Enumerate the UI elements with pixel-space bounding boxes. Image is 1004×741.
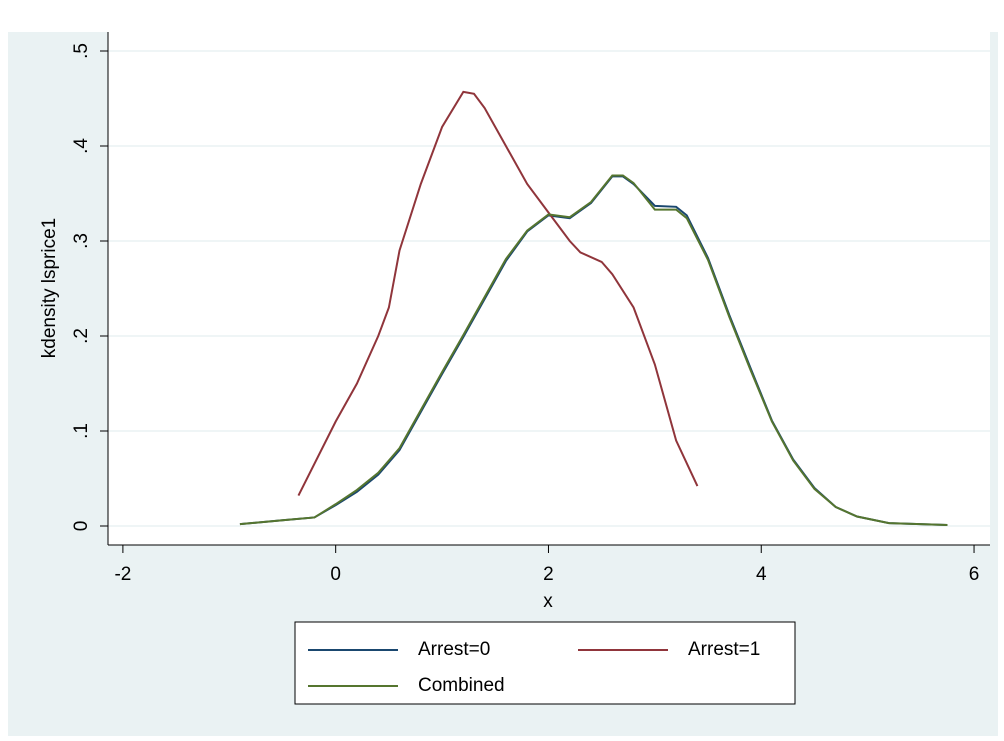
y-axis-label: kdensity lsprice1 <box>39 218 60 358</box>
density-line <box>297 90 699 497</box>
x-tick-label: 0 <box>330 564 341 585</box>
x-tick-label: 6 <box>969 564 980 585</box>
legend-label: Arrest=1 <box>688 639 760 660</box>
x-axis-label: x <box>543 591 553 612</box>
legend-box <box>294 621 796 705</box>
y-tick-label: .2 <box>71 328 92 344</box>
y-tick-label: 0 <box>71 521 92 532</box>
y-tick-label: .3 <box>71 233 92 249</box>
density-line <box>239 174 948 527</box>
legend-label: Combined <box>418 675 505 696</box>
plot-area <box>108 32 990 545</box>
y-tick-label: .5 <box>71 43 92 59</box>
y-tick-label: .4 <box>71 138 92 154</box>
x-tick-label: 4 <box>756 564 767 585</box>
y-tick-label: .1 <box>71 423 92 439</box>
x-tick-label: -2 <box>114 564 131 585</box>
legend-label: Arrest=0 <box>418 639 490 660</box>
x-tick-label: 2 <box>543 564 554 585</box>
